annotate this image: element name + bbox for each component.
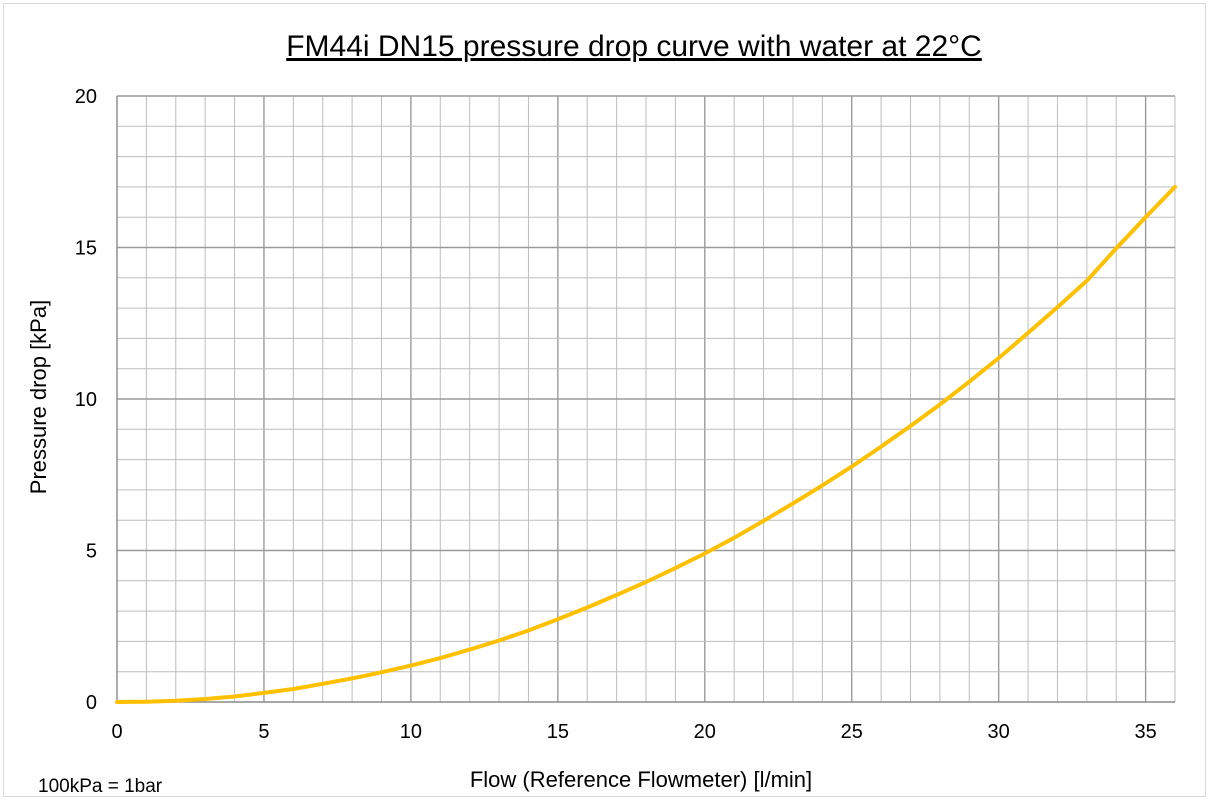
- x-tick-label: 10: [400, 721, 422, 743]
- y-axis-label: Pressure drop [kPa]: [26, 300, 51, 494]
- x-tick-label: 30: [988, 721, 1010, 743]
- x-tick-label: 20: [694, 721, 716, 743]
- x-axis-label: Flow (Reference Flowmeter) [l/min]: [470, 767, 812, 792]
- y-tick-label: 0: [86, 692, 97, 714]
- tick-labels: 0 5 10 15 20 25 30 35 0 5 10 15 20: [75, 86, 1157, 743]
- chart-frame: [3, 3, 1206, 797]
- y-tick-label: 15: [75, 238, 97, 260]
- grid: [116, 95, 1176, 703]
- y-tick-label: 20: [75, 86, 97, 108]
- x-tick-label: 0: [111, 721, 122, 743]
- x-tick-label: 25: [841, 721, 863, 743]
- series-line: [115, 184, 1177, 704]
- chart-title: FM44i DN15 pressure drop curve with wate…: [286, 30, 982, 63]
- x-tick-label: 5: [258, 721, 269, 743]
- x-tick-label: 35: [1134, 721, 1156, 743]
- y-tick-label: 5: [86, 541, 97, 563]
- series-layer: [115, 184, 1177, 704]
- x-tick-label: 15: [547, 721, 569, 743]
- footnote: 100kPa = 1bar: [38, 776, 163, 797]
- y-tick-label: 10: [75, 389, 97, 411]
